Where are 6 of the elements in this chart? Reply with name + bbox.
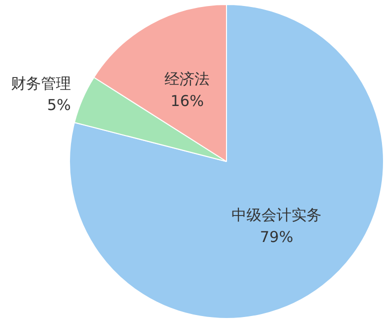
slice-label: 中级会计实务 [232,206,322,224]
slice-label: 财务管理 [10,74,71,92]
data-label: 79% [260,228,294,246]
slice-label: 经济法 [164,70,210,88]
data-label: 16% [170,92,204,110]
data-label: 5% [47,96,71,114]
